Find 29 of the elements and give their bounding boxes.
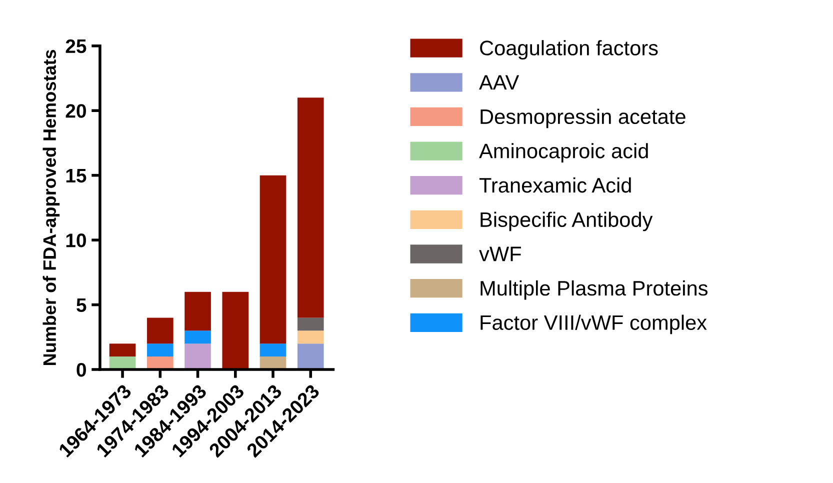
bar: [297, 318, 324, 331]
y-tick-label: 0: [76, 362, 86, 377]
legend-label: Multiple Plasma Proteins: [480, 280, 708, 300]
y-tick-label: 20: [66, 104, 86, 118]
bar: [297, 344, 324, 370]
legend-label: AAV: [479, 75, 520, 90]
legend-label: Coagulation factors: [480, 40, 658, 60]
y-tick-label: 25: [66, 39, 86, 54]
y-tick-label: 10: [66, 234, 86, 248]
bar: [297, 98, 324, 318]
bar: [146, 318, 174, 344]
y-axis-title: Number of FDA-approved Hemostats: [42, 50, 60, 365]
legend-label: Aminocaproic acid: [479, 143, 648, 162]
bar: [184, 330, 211, 344]
bar: [146, 344, 174, 357]
bar: [222, 292, 249, 370]
y-tick-label: 5: [76, 298, 86, 312]
legend-label: Bispecific Antibody: [480, 212, 653, 232]
legend-label: Factor VIII/vWF complex: [480, 314, 707, 334]
bar: [260, 344, 286, 357]
bar: [184, 344, 211, 370]
bar: [297, 330, 324, 344]
bar: [184, 292, 211, 331]
y-tick-label: 15: [66, 168, 86, 183]
legend-label: Tranexamic Acid: [479, 177, 631, 193]
legend-label: vWF: [479, 246, 521, 262]
bar: [109, 344, 136, 357]
bar: [260, 175, 286, 344]
legend-label: Desmopressin acetate: [480, 108, 686, 128]
